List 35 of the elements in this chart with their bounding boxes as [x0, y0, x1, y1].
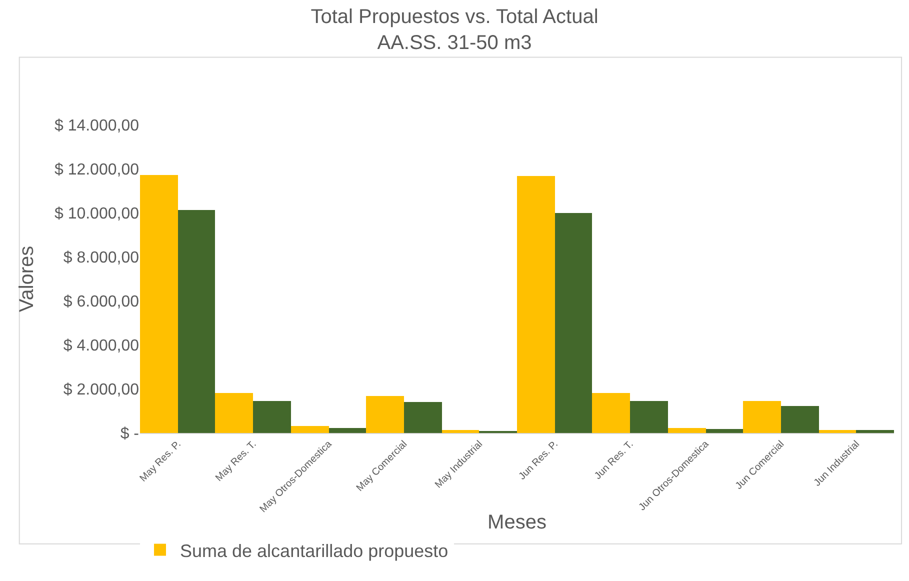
- y-tick-label: $ -: [120, 426, 139, 443]
- y-tick-label: $ 4.000,00: [63, 338, 140, 355]
- y-tick-label: $ 2.000,00: [63, 382, 140, 399]
- x-tick-label: May Res. T.: [214, 438, 259, 484]
- bar: [215, 393, 253, 433]
- bar: [140, 175, 178, 433]
- legend-label: Suma de alcantarillado propuesto: [180, 540, 448, 561]
- y-tick-label: $ 8.000,00: [63, 250, 140, 267]
- x-axis-title: Meses: [488, 512, 546, 534]
- bar: [819, 430, 856, 433]
- bar: [366, 396, 404, 433]
- bar: [706, 429, 743, 433]
- bar: [329, 428, 366, 433]
- x-tick-label: May Res. P.: [138, 438, 184, 484]
- bar: [291, 426, 329, 433]
- bar: [592, 393, 630, 433]
- bar: [517, 176, 555, 433]
- bar: [781, 406, 819, 433]
- bar: [253, 401, 291, 433]
- bar: [668, 428, 706, 433]
- y-tick-label: $ 12.000,00: [54, 162, 140, 179]
- bar: [404, 402, 442, 433]
- bar: [442, 430, 479, 433]
- bar: [630, 401, 668, 433]
- y-tick-label: $ 10.000,00: [54, 206, 140, 223]
- x-tick-label: Jun Res. P.: [516, 438, 560, 482]
- y-axis-title: Valores: [16, 246, 38, 312]
- chart-title: Total Propuestos vs. Total Actual AA.SS. 31-50 m3: [310, 6, 598, 54]
- bar: [743, 401, 781, 433]
- y-tick-label: $ 14.000,00: [54, 118, 140, 135]
- bar: [555, 213, 592, 433]
- x-tick-label: Jun Res. T.: [592, 438, 636, 482]
- y-tick-label: $ 6.000,00: [63, 294, 140, 311]
- bar: [178, 210, 215, 433]
- bar: [856, 430, 894, 433]
